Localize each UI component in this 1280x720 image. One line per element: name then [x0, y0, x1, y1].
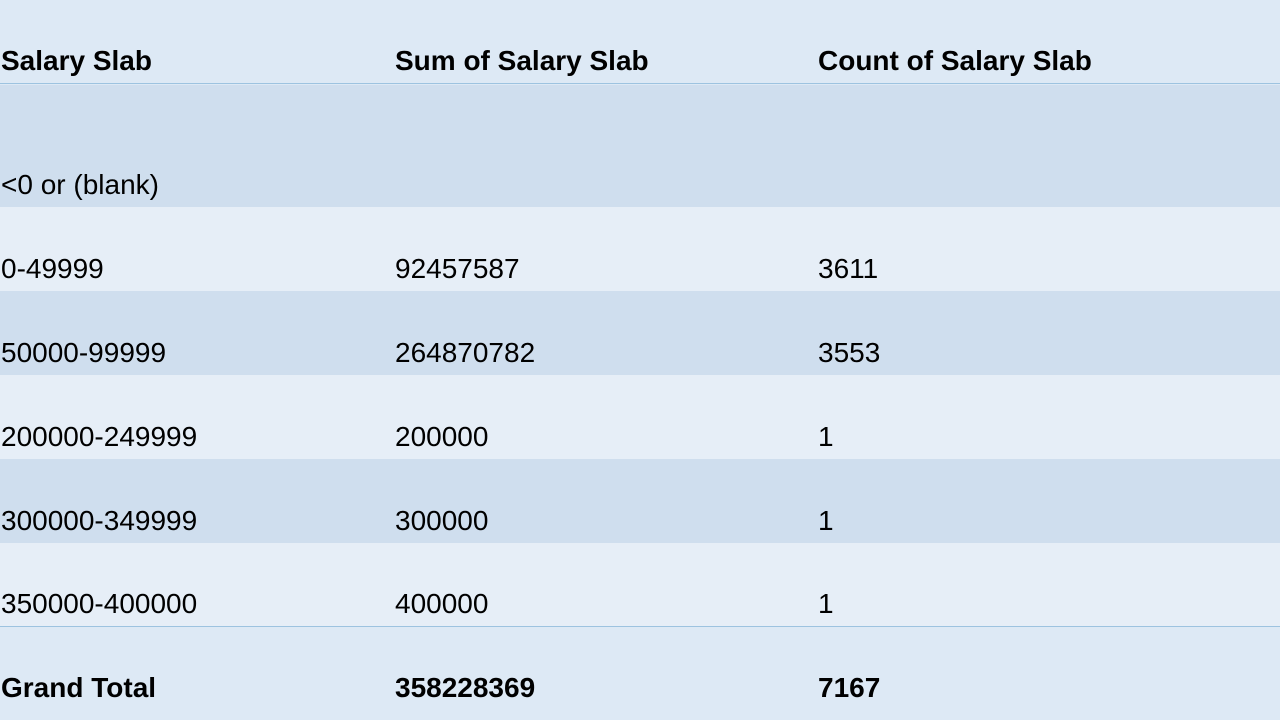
row-salary-slab[interactable]: 300000-349999	[1, 505, 198, 536]
row-salary-slab[interactable]: 50000-99999	[1, 337, 167, 368]
grand-total-label[interactable]: Grand Total	[1, 672, 157, 703]
row-sum[interactable]: 300000	[395, 505, 489, 536]
table-row: <0 or (blank)	[0, 85, 1280, 207]
table-row: 350000-400000 400000 1	[0, 543, 1280, 626]
row-sum[interactable]: 92457587	[395, 253, 520, 284]
table-row: 50000-99999 264870782 3553	[0, 291, 1280, 375]
grand-total-count[interactable]: 7167	[818, 672, 881, 703]
table-row: 300000-349999 300000 1	[0, 459, 1280, 543]
row-salary-slab[interactable]: <0 or (blank)	[1, 169, 159, 200]
grand-total-sum[interactable]: 358228369	[395, 672, 536, 703]
row-count[interactable]: 1	[818, 505, 834, 536]
row-count[interactable]: 1	[818, 588, 834, 619]
grand-total-row: Grand Total 358228369 7167	[0, 626, 1280, 710]
row-salary-slab[interactable]: 200000-249999	[1, 421, 198, 452]
row-sum[interactable]: 200000	[395, 421, 489, 452]
table-header-row: Salary Slab Sum of Salary Slab Count of …	[0, 0, 1280, 84]
table-row: 200000-249999 200000 1	[0, 375, 1280, 459]
row-salary-slab[interactable]: 350000-400000	[1, 588, 198, 619]
row-count[interactable]: 1	[818, 421, 834, 452]
row-sum[interactable]: 400000	[395, 588, 489, 619]
table-row: 0-49999 92457587 3611	[0, 207, 1280, 291]
row-count[interactable]: 3611	[818, 253, 879, 284]
row-salary-slab[interactable]: 0-49999	[1, 253, 104, 284]
row-count[interactable]: 3553	[818, 337, 881, 368]
header-salary-slab[interactable]: Salary Slab	[1, 45, 152, 76]
header-count-of-salary-slab[interactable]: Count of Salary Slab	[818, 45, 1092, 76]
row-sum[interactable]: 264870782	[395, 337, 536, 368]
header-sum-of-salary-slab[interactable]: Sum of Salary Slab	[395, 45, 649, 76]
